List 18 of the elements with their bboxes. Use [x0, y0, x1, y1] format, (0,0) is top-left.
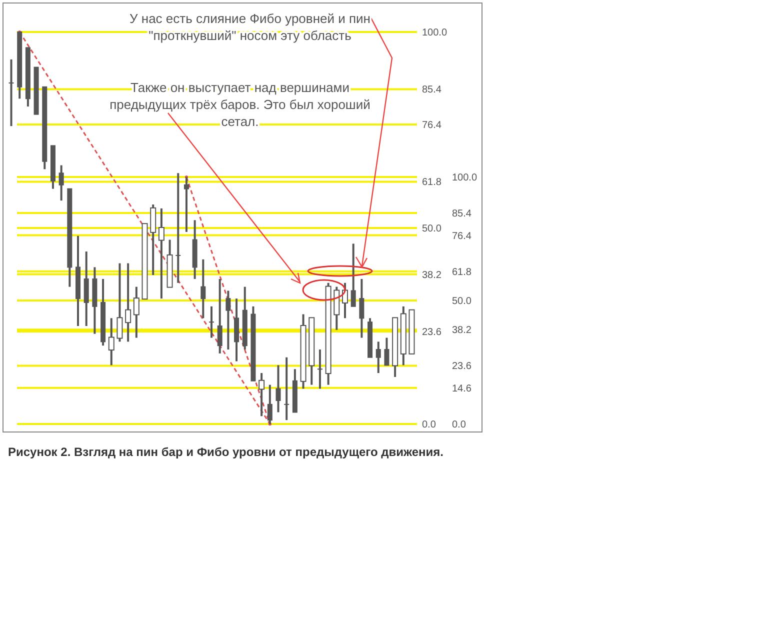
y2-tick-label: 76.4	[452, 230, 472, 242]
y2-tick-label: 0.0	[452, 420, 466, 430]
y2-tick-label: 14.6	[452, 383, 472, 394]
y-tick-label: 50.0	[422, 224, 442, 234]
y-tick-label: 100.0	[422, 28, 448, 38]
y2-tick-label: 61.8	[452, 266, 472, 278]
text: Рисунок 2. Взгляд на пин бар и Фибо уровни от предыдущего движения.	[8, 445, 444, 459]
y2-tick-label: 38.2	[452, 325, 472, 336]
y2-tick-label: 23.6	[452, 361, 472, 372]
y-tick-label: 38.2	[422, 270, 442, 281]
y-tick-label: 61.8	[422, 177, 442, 188]
y-tick-label: 76.4	[422, 120, 442, 132]
y-tick-label: 0.0	[422, 420, 436, 430]
y2-tick-label: 85.4	[452, 208, 472, 220]
y2-tick-label: 50.0	[452, 296, 472, 307]
y-tick-label: 23.6	[422, 326, 442, 338]
y2-tick-label: 100.0	[452, 172, 478, 184]
y-tick-label: 85.4	[422, 84, 442, 96]
